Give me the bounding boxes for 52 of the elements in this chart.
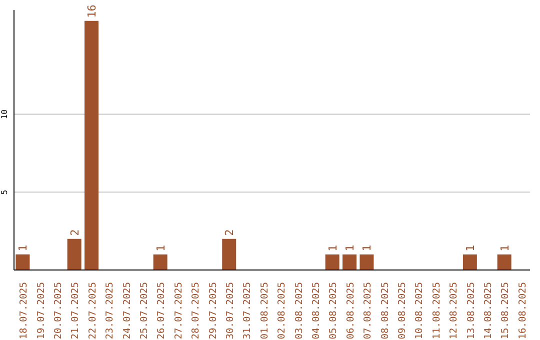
y-tick-label: 10 <box>0 109 9 120</box>
data-label: 16 <box>86 4 99 18</box>
x-tick-label: 30.07.2025 <box>225 282 236 340</box>
bar <box>497 254 512 270</box>
data-label: 1 <box>16 244 30 252</box>
data-label: 1 <box>498 244 512 252</box>
x-tick-label: 29.07.2025 <box>208 282 219 340</box>
x-tick-label: 14.08.2025 <box>483 282 494 340</box>
x-tick-label: 19.07.2025 <box>36 282 47 340</box>
x-tick-label: 22.07.2025 <box>87 282 98 340</box>
data-label: 1 <box>154 244 168 252</box>
x-tick-label: 15.08.2025 <box>500 282 512 340</box>
data-label: 2 <box>223 229 236 236</box>
bar <box>67 238 82 270</box>
bar <box>360 254 374 270</box>
data-label: 1 <box>344 244 357 252</box>
x-tick-label: 27.07.2025 <box>173 282 184 340</box>
x-tick-label: 28.07.2025 <box>190 282 202 340</box>
x-tick-label: 24.07.2025 <box>122 282 133 340</box>
data-label: 2 <box>68 229 82 236</box>
x-tick-label: 20.07.2025 <box>53 282 64 340</box>
x-tick-label: 26.07.2025 <box>156 282 168 340</box>
bar <box>462 254 477 270</box>
x-tick-label: 09.08.2025 <box>397 282 408 340</box>
y-tick-label: 5 <box>0 190 9 195</box>
x-tick-label: 01.08.2025 <box>259 282 270 340</box>
x-tick-label: 18.07.2025 <box>18 282 30 340</box>
bar <box>84 20 99 270</box>
data-label: 1 <box>326 244 340 252</box>
x-tick-label: 11.08.2025 <box>431 282 442 340</box>
x-tick-label: 08.08.2025 <box>380 282 391 340</box>
x-tick-label: 13.08.2025 <box>466 282 477 340</box>
x-tick-label: 04.08.2025 <box>311 282 322 340</box>
x-tick-label: 23.07.2025 <box>104 282 116 340</box>
x-tick-label: 25.07.2025 <box>139 282 150 340</box>
x-tick-label: 05.08.2025 <box>328 282 340 340</box>
x-tick-label: 12.08.2025 <box>448 282 460 340</box>
bar <box>342 254 357 270</box>
bar <box>153 254 168 270</box>
bar <box>325 254 340 270</box>
data-label: 1 <box>464 244 477 252</box>
x-tick-label: 06.08.2025 <box>345 282 356 340</box>
x-tick-label: 02.08.2025 <box>276 282 288 340</box>
x-tick-label: 31.07.2025 <box>242 282 254 340</box>
x-tick-label: 07.08.2025 <box>362 282 374 340</box>
x-tick-label: 03.08.2025 <box>294 282 305 340</box>
x-tick-label: 16.08.2025 <box>517 282 528 340</box>
bar <box>222 238 236 270</box>
x-tick-label: 21.07.2025 <box>70 282 82 340</box>
data-label: 1 <box>360 244 374 252</box>
x-tick-label: 10.08.2025 <box>414 282 426 340</box>
bar <box>16 254 30 270</box>
